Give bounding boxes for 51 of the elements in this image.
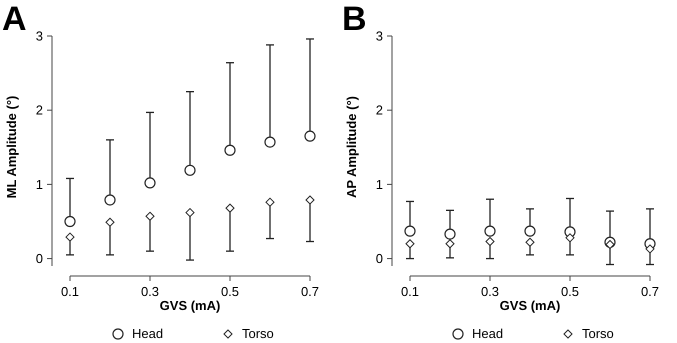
point [304, 130, 316, 142]
point [566, 233, 574, 242]
x-axis-title: GVS (mA) [160, 298, 220, 313]
point [646, 244, 654, 254]
point [306, 195, 314, 204]
point [64, 216, 76, 228]
point [406, 239, 414, 248]
point [146, 212, 154, 221]
point [224, 144, 236, 156]
legend-label: Torso [242, 326, 274, 341]
point [66, 232, 74, 242]
x-tick-label: 0.3 [480, 284, 500, 299]
y-tick-label: 1 [36, 176, 43, 192]
x-tick-label: 0.1 [60, 284, 80, 299]
point [524, 226, 536, 237]
x-tick-label: 0.1 [400, 284, 420, 299]
y-tick-label: 3 [36, 28, 43, 44]
x-tick-label: 0.3 [140, 284, 160, 299]
legend-label: Head [472, 326, 504, 341]
chart-title: A [2, 0, 27, 38]
x-tick-label: 0.7 [640, 284, 660, 299]
point [144, 177, 156, 189]
y-tick-label: 0 [36, 251, 43, 266]
x-tick-label: 0.5 [220, 284, 240, 299]
point [606, 240, 614, 249]
point [264, 136, 276, 148]
point [184, 164, 196, 176]
y-tick-label: 3 [376, 28, 383, 44]
point [484, 226, 496, 237]
y-tick-label: 2 [376, 102, 383, 118]
legend-label: Head [132, 326, 164, 341]
y-tick-label: 1 [376, 176, 383, 192]
point [104, 194, 116, 206]
point [444, 228, 456, 240]
x-tick-label: 0.7 [300, 284, 320, 299]
point [186, 208, 194, 218]
point [226, 204, 234, 213]
x-axis-title: GVS (mA) [500, 298, 560, 313]
point [486, 237, 494, 246]
y-axis-title: AP Amplitude (°) [344, 96, 359, 198]
point [446, 239, 454, 248]
point [526, 238, 534, 247]
y-axis-title: ML Amplitude (°) [4, 96, 19, 198]
chart-title: B [342, 0, 367, 38]
point [106, 218, 114, 227]
x-tick-label: 0.5 [560, 284, 580, 299]
y-tick-label: 2 [36, 102, 43, 118]
point [266, 198, 274, 207]
y-tick-label: 0 [376, 251, 383, 266]
point [404, 226, 416, 237]
legend-label: Torso [582, 326, 614, 341]
